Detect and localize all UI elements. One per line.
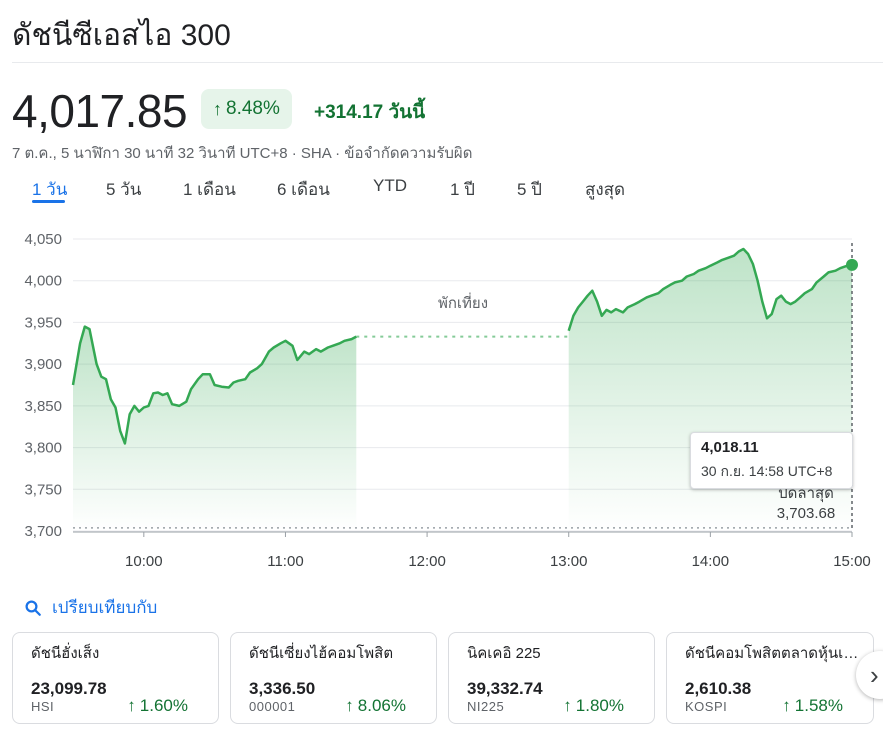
previous-close-label: ปิดล่าสุด bbox=[777, 485, 834, 503]
page-title: ดัชนีซีเอสไอ 300 bbox=[12, 19, 231, 52]
card-name: ดัชนีเซี่ยงไฮ้คอมโพสิต bbox=[249, 645, 394, 662]
compare-card-kospi[interactable]: ดัชนีคอมโพสิตตลาดหุ้นเกาหลี 2,610.38 KOS… bbox=[666, 632, 874, 724]
y-tick-label: 4,050 bbox=[24, 231, 62, 248]
absolute-change: +314.17 วันนี้ bbox=[314, 97, 425, 127]
morning-session-area bbox=[73, 326, 357, 531]
card-percent-value: 1.60% bbox=[139, 696, 188, 715]
header-divider bbox=[12, 62, 883, 63]
up-arrow-icon: ↑ bbox=[782, 696, 791, 715]
card-percent: ↑ 8.06% bbox=[345, 696, 406, 716]
morning-session-line bbox=[71, 325, 357, 445]
y-tick-label: 3,700 bbox=[24, 523, 62, 540]
card-value: 39,332.74 bbox=[467, 679, 543, 698]
tab-6-months[interactable]: 6 เดือน bbox=[277, 180, 330, 199]
up-arrow-icon: ↑ bbox=[127, 696, 136, 715]
up-arrow-icon: ↑ bbox=[213, 98, 222, 119]
y-tick-label: 4,000 bbox=[24, 273, 62, 290]
percent-change-badge: ↑ 8.48% bbox=[201, 89, 292, 129]
x-tick-label: 11:00 bbox=[267, 553, 303, 570]
tab-ytd[interactable]: YTD bbox=[373, 176, 407, 195]
search-icon bbox=[25, 600, 41, 616]
absolute-change-value: +314.17 bbox=[314, 102, 384, 123]
afternoon-session-line bbox=[567, 247, 853, 332]
card-percent-value: 8.06% bbox=[357, 696, 406, 715]
card-symbol: NI225 bbox=[467, 699, 505, 714]
current-price: 4,017.85 bbox=[12, 85, 188, 137]
x-tick-label: 10:00 bbox=[125, 553, 163, 570]
card-name: ดัชนีคอมโพสิตตลาดหุ้นเกาหลี bbox=[685, 645, 860, 662]
y-tick-label: 3,950 bbox=[24, 314, 62, 331]
tab-1-day[interactable]: 1 วัน bbox=[32, 180, 68, 199]
tab-5-years[interactable]: 5 ปี bbox=[517, 180, 542, 199]
card-percent-value: 1.58% bbox=[794, 696, 843, 715]
hover-point bbox=[846, 258, 858, 271]
quote-timestamp: 7 ต.ค., 5 นาฬิกา 30 นาที 32 วินาที UTC+8… bbox=[12, 145, 473, 162]
card-percent: ↑ 1.60% bbox=[127, 696, 188, 716]
chevron-right-icon: › bbox=[870, 659, 879, 690]
chart-tooltip: 4,018.11 30 ก.ย. 14:58 UTC+8 bbox=[690, 432, 853, 489]
card-name: นิคเคอิ 225 bbox=[467, 645, 541, 662]
lunch-break-label: พักเที่ยง bbox=[438, 292, 488, 312]
compare-card-hsi[interactable]: ดัชนีฮั่งเส็ง 23,099.78 HSI ↑ 1.60% bbox=[12, 632, 219, 724]
card-percent: ↑ 1.80% bbox=[563, 696, 624, 716]
x-tick-label: 13:00 bbox=[550, 553, 588, 570]
card-value: 23,099.78 bbox=[31, 679, 107, 698]
today-label: วันนี้ bbox=[388, 102, 426, 123]
x-tick-label: 15:00 bbox=[833, 553, 871, 570]
tab-1-year[interactable]: 1 ปี bbox=[450, 180, 475, 199]
y-tick-label: 3,800 bbox=[24, 440, 62, 457]
card-symbol: 000001 bbox=[249, 699, 296, 714]
card-percent-value: 1.80% bbox=[575, 696, 624, 715]
card-percent: ↑ 1.58% bbox=[782, 696, 843, 716]
y-tick-label: 3,750 bbox=[24, 481, 62, 498]
previous-close-value: 3,703.68 bbox=[777, 505, 835, 522]
tooltip-time: 30 ก.ย. 14:58 UTC+8 bbox=[701, 463, 833, 479]
compare-card-000001[interactable]: ดัชนีเซี่ยงไฮ้คอมโพสิต 3,336.50 000001 ↑… bbox=[230, 632, 437, 724]
price-chart[interactable]: 4,050 4,000 3,950 3,900 3,850 3,800 3,750 3,700… bbox=[0, 225, 883, 575]
tooltip-value: 4,018.11 bbox=[701, 439, 759, 456]
compare-button[interactable]: เปรียบเทียบกับ bbox=[24, 594, 157, 621]
y-tick-label: 3,850 bbox=[24, 398, 62, 415]
x-tick-label: 14:00 bbox=[692, 553, 730, 570]
tab-max[interactable]: สูงสุด bbox=[585, 180, 626, 199]
card-name: ดัชนีฮั่งเส็ง bbox=[31, 645, 100, 662]
compare-card-ni225[interactable]: นิคเคอิ 225 39,332.74 NI225 ↑ 1.80% bbox=[448, 632, 655, 724]
x-tick-label: 12:00 bbox=[408, 553, 446, 570]
card-symbol: KOSPI bbox=[685, 699, 728, 714]
card-symbol: HSI bbox=[31, 699, 55, 714]
percent-change-value: 8.48% bbox=[226, 98, 280, 119]
tab-1-month[interactable]: 1 เดือน bbox=[183, 180, 236, 199]
compare-label: เปรียบเทียบกับ bbox=[52, 598, 158, 617]
card-value: 3,336.50 bbox=[249, 679, 316, 698]
y-tick-label: 3,900 bbox=[24, 356, 62, 373]
active-tab-indicator bbox=[32, 200, 65, 203]
up-arrow-icon: ↑ bbox=[345, 696, 354, 715]
up-arrow-icon: ↑ bbox=[563, 696, 572, 715]
card-value: 2,610.38 bbox=[685, 679, 752, 698]
tab-5-days[interactable]: 5 วัน bbox=[106, 180, 142, 199]
